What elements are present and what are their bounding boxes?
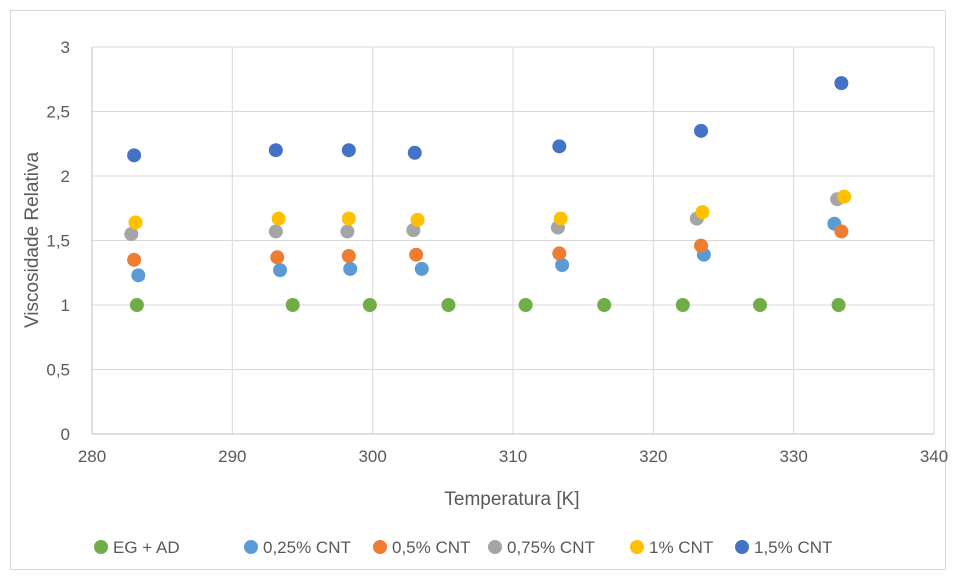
x-tick-label: 340	[920, 447, 948, 466]
data-point	[675, 298, 690, 312]
data-point	[268, 224, 283, 239]
data-point	[553, 211, 568, 226]
data-point	[362, 298, 377, 312]
data-point	[127, 148, 142, 163]
data-point	[694, 238, 709, 253]
data-point	[270, 250, 285, 265]
legend-marker	[735, 540, 749, 554]
x-tick-labels: 280 290 300 310 320 330 340	[78, 447, 948, 466]
data-point	[341, 248, 356, 263]
legend-marker	[94, 540, 108, 554]
data-point	[271, 211, 286, 226]
legend-label: EG + AD	[113, 538, 180, 557]
x-tick-label: 330	[779, 447, 807, 466]
y-tick-label: 2,5	[46, 103, 70, 122]
data-point	[831, 298, 846, 312]
y-tick-label: 0,5	[46, 361, 70, 380]
data-point	[552, 246, 567, 261]
data-point	[555, 258, 570, 273]
legend: EG + AD 0,25% CNT 0,5% CNT 0,75% CNT 1% CNT 1…	[94, 538, 832, 557]
data-point	[341, 143, 356, 158]
data-point	[340, 224, 355, 239]
legend-item: EG + AD	[94, 538, 180, 557]
data-point	[695, 205, 710, 220]
data-point	[414, 261, 429, 276]
legend-marker	[630, 540, 644, 554]
data-point	[410, 212, 425, 227]
data-point	[694, 123, 709, 138]
data-point	[409, 247, 424, 262]
y-tick-label: 3	[61, 38, 70, 57]
y-tick-label: 1	[61, 296, 70, 315]
legend-marker	[373, 540, 387, 554]
chart-frame	[10, 10, 946, 570]
data-point	[518, 298, 533, 312]
y-tick-label: 0	[61, 425, 70, 444]
data-point	[752, 298, 767, 312]
data-point	[834, 224, 849, 239]
x-tick-label: 280	[78, 447, 106, 466]
legend-label: 0,25% CNT	[263, 538, 351, 557]
data-points	[124, 76, 852, 312]
data-point	[128, 215, 143, 230]
data-point	[343, 261, 358, 276]
legend-marker	[244, 540, 258, 554]
legend-label: 1% CNT	[649, 538, 713, 557]
data-point	[834, 76, 849, 91]
data-point	[273, 263, 288, 278]
legend-item: 0,75% CNT	[488, 538, 595, 557]
y-axis-title: Viscosidade Relativa	[22, 152, 43, 328]
gridlines	[92, 46, 935, 434]
data-point	[341, 211, 356, 226]
x-tick-label: 310	[499, 447, 527, 466]
x-tick-label: 300	[358, 447, 386, 466]
data-point	[131, 268, 146, 283]
legend-label: 1,5% CNT	[754, 538, 832, 557]
data-point	[285, 298, 300, 312]
axes	[91, 47, 934, 435]
legend-marker	[488, 540, 502, 554]
data-point	[124, 227, 139, 242]
x-tick-label: 290	[218, 447, 246, 466]
data-point	[552, 139, 567, 154]
legend-item: 1,5% CNT	[735, 538, 832, 557]
data-point	[129, 298, 144, 312]
legend-label: 0,75% CNT	[507, 538, 595, 557]
y-tick-label: 1,5	[46, 232, 70, 251]
y-tick-labels: 0 0,5 1 1,5 2 2,5 3	[46, 38, 70, 444]
data-point	[407, 145, 422, 160]
legend-label: 0,5% CNT	[392, 538, 470, 557]
y-tick-label: 2	[61, 167, 70, 186]
data-point	[837, 189, 852, 204]
data-point	[597, 298, 612, 312]
data-point	[268, 143, 283, 158]
x-axis-title: Temperatura [K]	[444, 489, 579, 510]
legend-item: 0,25% CNT	[244, 538, 351, 557]
x-tick-label: 320	[639, 447, 667, 466]
data-point	[441, 298, 456, 312]
legend-item: 0,5% CNT	[373, 538, 470, 557]
legend-item: 1% CNT	[630, 538, 713, 557]
data-point	[127, 252, 142, 267]
